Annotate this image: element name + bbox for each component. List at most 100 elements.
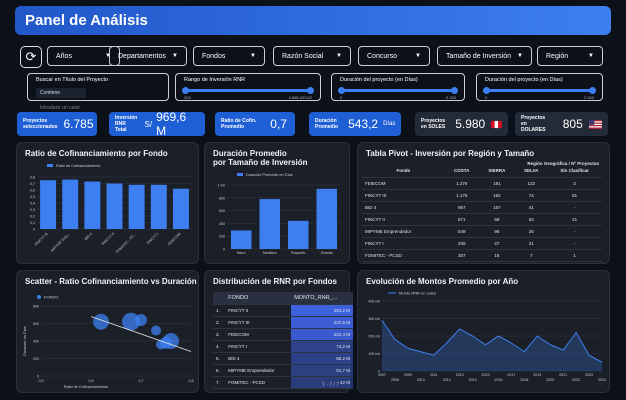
scatter-point[interactable] (93, 313, 109, 330)
table-row[interactable]: 4. FINCYT I 74,2 M (213, 340, 353, 353)
filter-anos[interactable]: Años ▼ (47, 46, 120, 66)
range-slider[interactable] (338, 87, 458, 94)
trend-line (90, 316, 192, 352)
table-row[interactable]: MIPYME Emprendedor 549 96 26- (362, 225, 602, 238)
x-tick-label: 2023 (585, 373, 593, 377)
search-mode-select[interactable]: Contiene (36, 88, 86, 98)
table-cell: 2 (547, 177, 602, 190)
bar[interactable] (259, 199, 281, 249)
x-tick-label: 2016 (494, 378, 502, 382)
y-tick-label: 0,5 (30, 195, 35, 199)
filter-departamentos[interactable]: Departamentos ▼ (109, 46, 187, 66)
bar[interactable] (84, 181, 101, 229)
table-row[interactable]: 3. FEIECOM 222,4 M (213, 328, 353, 341)
panel-rnr: Distribución de RNR por Fondos FONDO MONT… (204, 270, 353, 393)
x-tick-label: 2022 (572, 378, 580, 382)
range-slider[interactable] (182, 87, 314, 94)
scatter-point[interactable] (135, 314, 147, 326)
table-cell: 61,7 M (291, 364, 353, 377)
table-row[interactable]: 1. FINCYT II 253,2 M (213, 304, 353, 317)
legend-label: Ratio de Cofinanciamiento (56, 164, 101, 168)
y-tick-label: 0,7 (30, 182, 35, 186)
filter-razon-social[interactable]: Razón Social ▼ (273, 46, 351, 66)
bar[interactable] (106, 183, 123, 230)
table-row[interactable]: FEIECOM 1.276 191 122 2 (362, 177, 602, 190)
scatter-point[interactable] (163, 333, 179, 349)
table-row[interactable]: FINCYT II 671 68 63 21 (362, 213, 602, 226)
x-tick-label: FOMITEC - PC... (115, 232, 137, 254)
y-tick-label: 0,3 (30, 208, 35, 212)
table-cell: 74 (515, 189, 548, 202)
bar[interactable] (316, 188, 338, 249)
x-tick-label: FINCYT II (101, 232, 115, 246)
filter-concurso[interactable]: Concurso ▼ (358, 46, 430, 66)
table-row[interactable]: 7. FOMITEC - PCSD 42 M (213, 376, 353, 389)
kpi-proyectos-dolares: Proyectos en DOLARES 805 (515, 112, 608, 136)
x-tick-label: 2010 (417, 378, 425, 382)
bar[interactable] (150, 184, 167, 229)
series-line[interactable] (381, 319, 603, 363)
bar[interactable] (172, 188, 189, 229)
bar[interactable] (230, 230, 252, 249)
x-tick-label: 2019 (533, 373, 541, 377)
filter-region[interactable]: Región ▼ (537, 46, 603, 66)
filter-fondos[interactable]: Fondos ▼ (193, 46, 265, 66)
table-row[interactable]: FINCYT I 209 27 21- (362, 237, 602, 250)
table-row[interactable]: 5. BID 4 68,2 M (213, 352, 353, 365)
panel-pivot: Tabla Pivot - Inversión por Región y Tam… (357, 142, 610, 264)
table-cell: 209 (444, 237, 479, 250)
x-axis-label: Ratio de Cofinanciamiento (64, 385, 109, 389)
table-row[interactable]: FINCYT III 1.176 192 74 81 (362, 189, 602, 202)
panel-evolucion: Evolución de Montos Promedio por Año Mon… (357, 270, 610, 393)
table-cell: 967 (444, 201, 479, 214)
column-header[interactable]: COSTA (444, 165, 479, 178)
scatter-point[interactable] (122, 312, 140, 331)
column-header[interactable]: Fondo (362, 165, 445, 178)
table-row[interactable]: 2. FINCYT III 237,5 M (213, 316, 353, 329)
table-cell: 96 (478, 225, 516, 238)
y-tick-label: 0,8 (30, 176, 35, 180)
slider-handle-max[interactable] (589, 87, 596, 94)
column-header[interactable]: SIERRA (478, 165, 516, 178)
table-cell: 1 (547, 249, 602, 262)
table-row[interactable]: FOMITEC - PCSD 307 18 7 1 (362, 249, 602, 262)
bar[interactable] (128, 184, 145, 229)
bar[interactable] (62, 179, 79, 229)
table-header-row: FONDO MONTO_RNR_... (213, 292, 353, 305)
table-cell: 81 (547, 189, 602, 202)
bar[interactable] (40, 180, 57, 229)
column-header[interactable]: Sin Clasificar (547, 165, 602, 178)
kpi-proyectos-seleccionados: Proyectos seleccionados 6.785 (17, 112, 97, 136)
filter-tamano-inversion[interactable]: Tamaño de Inversión ▼ (437, 46, 532, 66)
table-pager[interactable]: 1 - 7 / 7 (322, 382, 339, 388)
scatter-point[interactable] (151, 325, 161, 336)
table-cell: 307 (444, 249, 479, 262)
search-input[interactable]: Introducir un valor (40, 105, 81, 111)
bar[interactable] (287, 220, 309, 249)
y-tick-label: 0 (223, 248, 225, 252)
refresh-button[interactable]: ⟳ (20, 46, 42, 68)
column-header[interactable]: MONTO_RNR_... (291, 292, 353, 305)
slider-handle-min[interactable] (338, 87, 345, 94)
legend-label: FONDO (44, 295, 58, 300)
x-tick-label: MIPYME Emp... (50, 232, 71, 253)
range-duracion-1: Duración del proyecto (en Días) 0 2.340 (331, 73, 465, 101)
range-slider[interactable] (483, 87, 596, 94)
table-cell: FOMITEC - PCSD (362, 249, 445, 262)
y-tick-label: 600 (219, 209, 225, 213)
slider-handle-min[interactable] (182, 87, 189, 94)
table-cell: 2. (213, 316, 226, 329)
x-tick-label: Pequeño (291, 251, 305, 255)
slider-handle-max[interactable] (451, 87, 458, 94)
table-row[interactable]: 6. MIPYME Emprendedor 61,7 M (213, 364, 353, 377)
chevron-down-icon: ▼ (250, 53, 256, 59)
column-header[interactable]: FONDO (225, 292, 292, 305)
chevron-down-icon: ▼ (415, 53, 421, 59)
table-cell: 3. (213, 328, 226, 341)
filter-bar: ⟳ Años ▼ Departamentos ▼ Fondos ▼ Razón Soc… (20, 46, 604, 68)
column-header[interactable]: SELVA (515, 165, 548, 178)
slider-handle-max[interactable] (307, 87, 314, 94)
y-tick-label: 0 (378, 370, 380, 374)
table-row[interactable]: BID 4 967 167 41- (362, 201, 602, 214)
slider-handle-min[interactable] (483, 87, 490, 94)
